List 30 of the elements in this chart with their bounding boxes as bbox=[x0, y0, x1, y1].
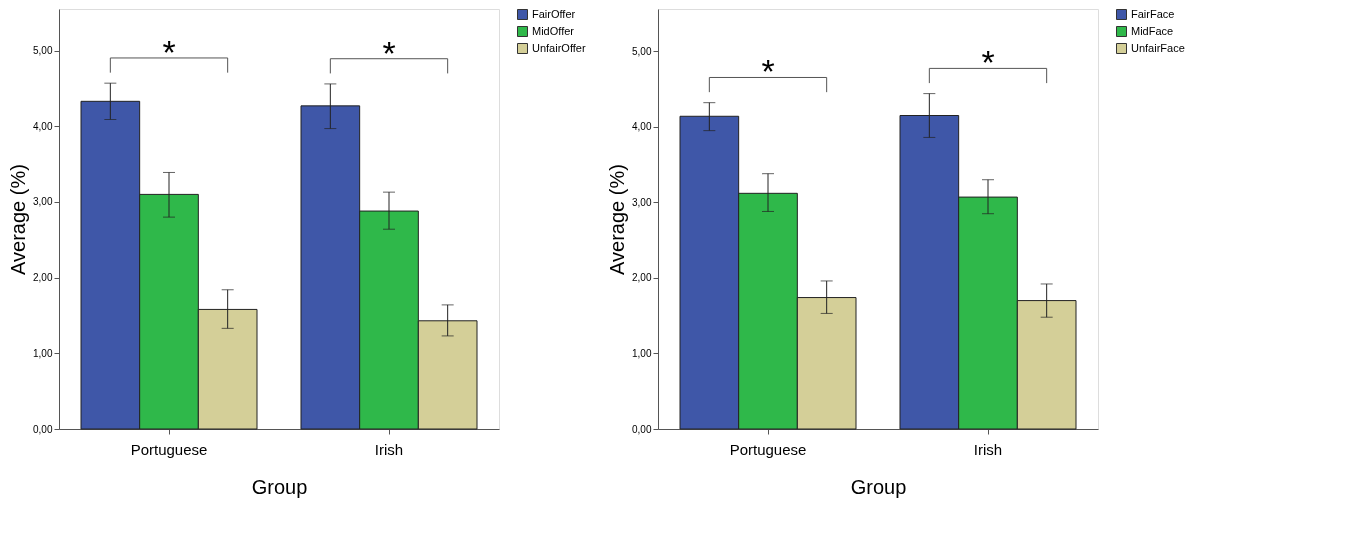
y-tick-label: 2,00 bbox=[632, 272, 652, 284]
legend-label: MidOffer bbox=[532, 24, 575, 37]
annotation: * bbox=[981, 43, 995, 82]
legend-label: FairOffer bbox=[532, 7, 576, 20]
y-tick-label: 2,00 bbox=[33, 272, 53, 284]
y-tick-label: 1,00 bbox=[33, 347, 53, 359]
y-tick-label: 0,00 bbox=[33, 423, 53, 435]
annotation: * bbox=[382, 33, 396, 72]
y-tick-label: 4,00 bbox=[33, 120, 53, 132]
x-axis-title: Group bbox=[850, 475, 907, 498]
y-tick-label: 1,00 bbox=[632, 347, 652, 359]
legend-label: FairFace bbox=[1131, 7, 1175, 20]
x-tick-label: Portuguese bbox=[130, 440, 208, 458]
legend-label: UnfairFace bbox=[1131, 41, 1185, 54]
y-axis-title: Average (%) bbox=[606, 164, 629, 275]
y-tick-label: 3,00 bbox=[632, 196, 652, 208]
y-tick-label: 5,00 bbox=[33, 45, 53, 57]
legend-label: UnfairOffer bbox=[532, 41, 586, 54]
x-tick-label: Portuguese bbox=[729, 440, 807, 458]
legend-label: MidFace bbox=[1131, 24, 1174, 37]
x-tick-label: Irish bbox=[973, 440, 1003, 458]
x-axis-title: Group bbox=[251, 475, 308, 498]
y-tick-label: 4,00 bbox=[632, 121, 652, 133]
y-tick-label: 3,00 bbox=[33, 196, 53, 208]
annotation: * bbox=[761, 52, 775, 91]
y-tick-label: 5,00 bbox=[632, 45, 652, 57]
x-tick-label: Irish bbox=[374, 440, 404, 458]
y-tick-label: 0,00 bbox=[632, 423, 652, 435]
y-axis-title: Average (%) bbox=[7, 164, 30, 275]
annotation: * bbox=[162, 32, 176, 71]
